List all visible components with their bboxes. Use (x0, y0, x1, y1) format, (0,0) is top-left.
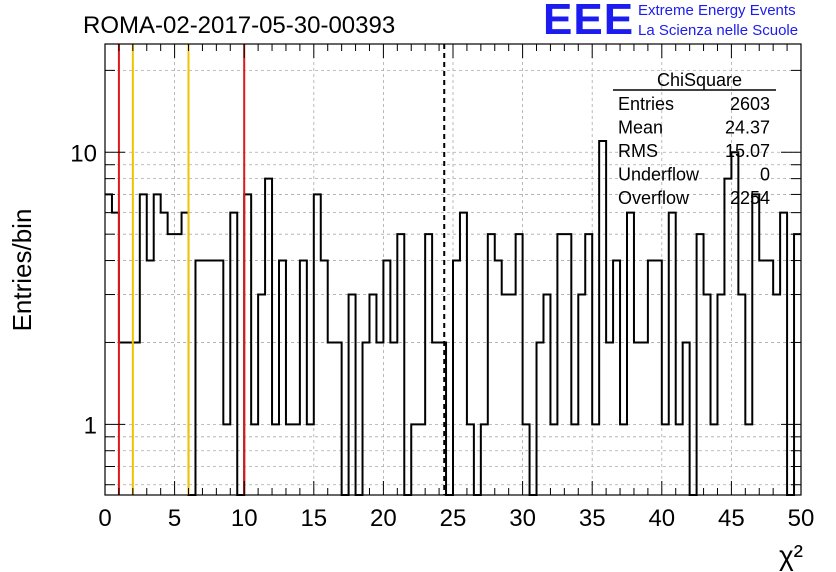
stats-label: Entries (618, 94, 674, 114)
x-tick-label: 0 (98, 505, 111, 532)
y-axis-label: Entries/bin (7, 209, 37, 332)
x-tick-label: 20 (370, 505, 397, 532)
logo-mark: EEE (543, 0, 635, 44)
x-tick-label: 15 (300, 505, 327, 532)
stats-value: 2603 (730, 94, 770, 114)
logo-line-2: La Scienza nelle Scuole (638, 22, 799, 39)
stats-value: 2254 (730, 188, 770, 208)
x-tick-label: 40 (648, 505, 675, 532)
y-tick-label: 1 (84, 412, 97, 439)
x-tick-label: 10 (231, 505, 258, 532)
chart-title: ROMA-02-2017-05-30-00393 (83, 12, 395, 39)
x-tick-label: 35 (579, 505, 606, 532)
marker-lines (117, 44, 446, 495)
stats-label: Mean (618, 118, 663, 138)
stats-label: RMS (618, 141, 658, 161)
histogram-step-line (105, 140, 801, 496)
stats-value: 24.37 (725, 118, 770, 138)
stats-value: 0 (760, 165, 770, 185)
histogram-bars (105, 140, 801, 496)
stats-title: ChiSquare (657, 70, 742, 90)
stats-label: Underflow (618, 165, 700, 185)
x-tick-label: 50 (788, 505, 815, 532)
x-tick-label: 5 (168, 505, 181, 532)
y-tick-label: 10 (70, 140, 97, 167)
logo-line-1: Extreme Energy Events (638, 2, 796, 19)
x-tick-label: 30 (509, 505, 536, 532)
x-tick-label: 45 (718, 505, 745, 532)
stats-label: Overflow (618, 188, 690, 208)
x-tick-label: 25 (440, 505, 467, 532)
stats-box: ChiSquare Entries 2603 Mean 24.37 RMS 15.07 Und… (613, 70, 776, 208)
stats-value: 15.07 (725, 141, 770, 161)
x-axis-label: χ² (779, 540, 803, 571)
eee-logo: EEE Extreme Energy Events La Scienza nel… (543, 0, 833, 46)
axis-ticks: 0 5 10 15 20 25 30 35 40 45 50 1 10 (70, 44, 814, 532)
